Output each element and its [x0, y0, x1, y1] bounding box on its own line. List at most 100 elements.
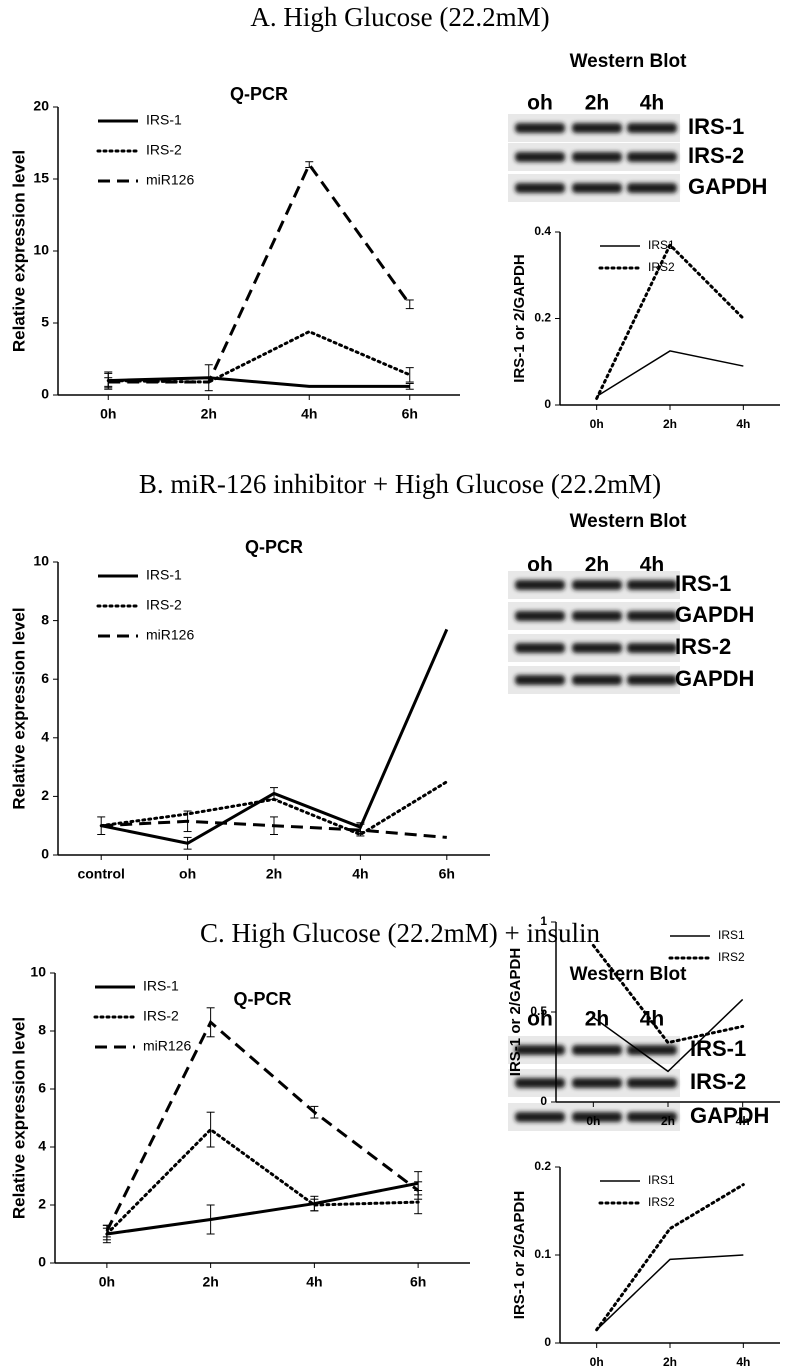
legend-label: IRS-1	[146, 112, 182, 128]
y-tick-label: 0	[544, 1335, 551, 1349]
y-tick-label: 0	[41, 386, 49, 402]
blot-title: Western Blot	[570, 511, 688, 532]
y-tick-label: 5	[41, 314, 49, 330]
series-line	[99, 780, 449, 837]
x-tick-label: oh	[179, 866, 196, 882]
y-tick-label: 0	[41, 846, 49, 862]
section-title: C. High Glucose (22.2mM) + insulin	[200, 918, 600, 948]
lane-label: 4h	[640, 554, 665, 577]
series-line	[595, 1183, 745, 1332]
x-tick-label: 2h	[661, 1114, 675, 1128]
legend-label: IRS2	[648, 1195, 675, 1209]
y-tick-label: 15	[33, 170, 49, 186]
band-label: GAPDH	[675, 602, 754, 627]
series-line	[100, 628, 449, 845]
error-bar	[310, 1198, 319, 1212]
y-tick-label: 0	[544, 397, 551, 411]
error-bar	[305, 161, 314, 168]
blot-band	[515, 611, 565, 621]
blot-band	[572, 643, 622, 653]
x-tick-label: control	[77, 866, 124, 882]
blot-band	[627, 123, 677, 133]
blot-band	[572, 1045, 622, 1055]
series-line	[592, 998, 744, 1073]
x-tick-label: 2h	[663, 1355, 677, 1369]
legend-label: IRS-2	[146, 142, 182, 158]
lane-label: 2h	[585, 92, 610, 115]
x-tick-label: 4h	[736, 1355, 750, 1369]
error-bar	[206, 1204, 215, 1235]
x-tick-label: 4h	[352, 866, 368, 882]
band-label: GAPDH	[690, 1103, 769, 1128]
x-tick-label: 0h	[590, 417, 604, 431]
x-tick-label: 2h	[202, 1274, 218, 1290]
y-tick-label: 0	[38, 1254, 46, 1270]
blot-band	[572, 1078, 622, 1088]
y-tick-label: 1	[540, 914, 547, 928]
blot-band	[515, 1078, 565, 1088]
blot-band	[515, 643, 565, 653]
lane-label: oh	[527, 554, 553, 577]
error-bar	[405, 367, 414, 383]
blot-band	[572, 580, 622, 590]
y-axis-label: Relative expression level	[9, 150, 28, 352]
y-tick-label: 6	[38, 1080, 46, 1096]
error-bar	[414, 1181, 423, 1200]
legend-label: IRS1	[718, 928, 745, 942]
legend-label: miR126	[143, 1038, 191, 1054]
error-bar	[183, 810, 192, 833]
blot-band	[515, 580, 565, 590]
error-bar	[206, 1007, 215, 1038]
blot-band	[627, 1045, 677, 1055]
y-axis-label: IRS-1 or 2/GAPDH	[511, 1191, 528, 1319]
blot-band	[627, 1112, 677, 1122]
series-line	[596, 1254, 744, 1331]
blot-band	[627, 183, 677, 193]
blot-band	[627, 152, 677, 162]
x-tick-label: 6h	[439, 866, 455, 882]
x-tick-label: 4h	[736, 417, 750, 431]
y-tick-label: 4	[38, 1138, 46, 1154]
x-tick-label: 6h	[410, 1274, 426, 1290]
chart-title: Q-PCR	[234, 989, 292, 1009]
lane-label: oh	[527, 1008, 553, 1031]
band-label: GAPDH	[675, 666, 754, 691]
x-tick-label: 2h	[663, 417, 677, 431]
y-tick-label: 10	[33, 242, 49, 258]
y-tick-label: 20	[33, 98, 49, 114]
error-bar	[102, 1224, 111, 1238]
blot-band	[515, 123, 565, 133]
x-tick-label: 0h	[100, 406, 116, 422]
x-tick-label: 0h	[586, 1114, 600, 1128]
y-tick-label: 10	[30, 964, 46, 980]
y-tick-label: 0.1	[534, 1247, 551, 1261]
series-line	[591, 943, 745, 1045]
x-tick-label: 0h	[99, 1274, 115, 1290]
x-tick-label: 2h	[266, 866, 282, 882]
section-title: B. miR-126 inhibitor + High Glucose (22.…	[139, 469, 661, 499]
x-tick-label: 6h	[402, 406, 418, 422]
x-tick-label: 0h	[590, 1355, 604, 1369]
y-tick-label: 0.5	[530, 1004, 547, 1018]
y-tick-label: 0.2	[534, 311, 551, 325]
lane-label: 4h	[640, 92, 665, 115]
blot-band	[627, 1078, 677, 1088]
error-bar	[405, 299, 414, 310]
lane-label: 2h	[585, 554, 610, 577]
chart-title: Q-PCR	[245, 537, 303, 557]
blot-band	[627, 580, 677, 590]
blot-band	[627, 643, 677, 653]
blot-band	[572, 183, 622, 193]
blot-band	[627, 611, 677, 621]
blot-title: Western Blot	[570, 51, 688, 72]
blot-band	[572, 611, 622, 621]
error-bar	[204, 364, 213, 392]
legend-label: IRS1	[648, 238, 675, 252]
band-label: IRS-1	[690, 1036, 746, 1061]
blot-band	[572, 1112, 622, 1122]
y-tick-label: 6	[41, 670, 49, 686]
legend-label: IRS-1	[146, 567, 182, 583]
series-line	[596, 350, 744, 397]
error-bar	[206, 1111, 215, 1148]
